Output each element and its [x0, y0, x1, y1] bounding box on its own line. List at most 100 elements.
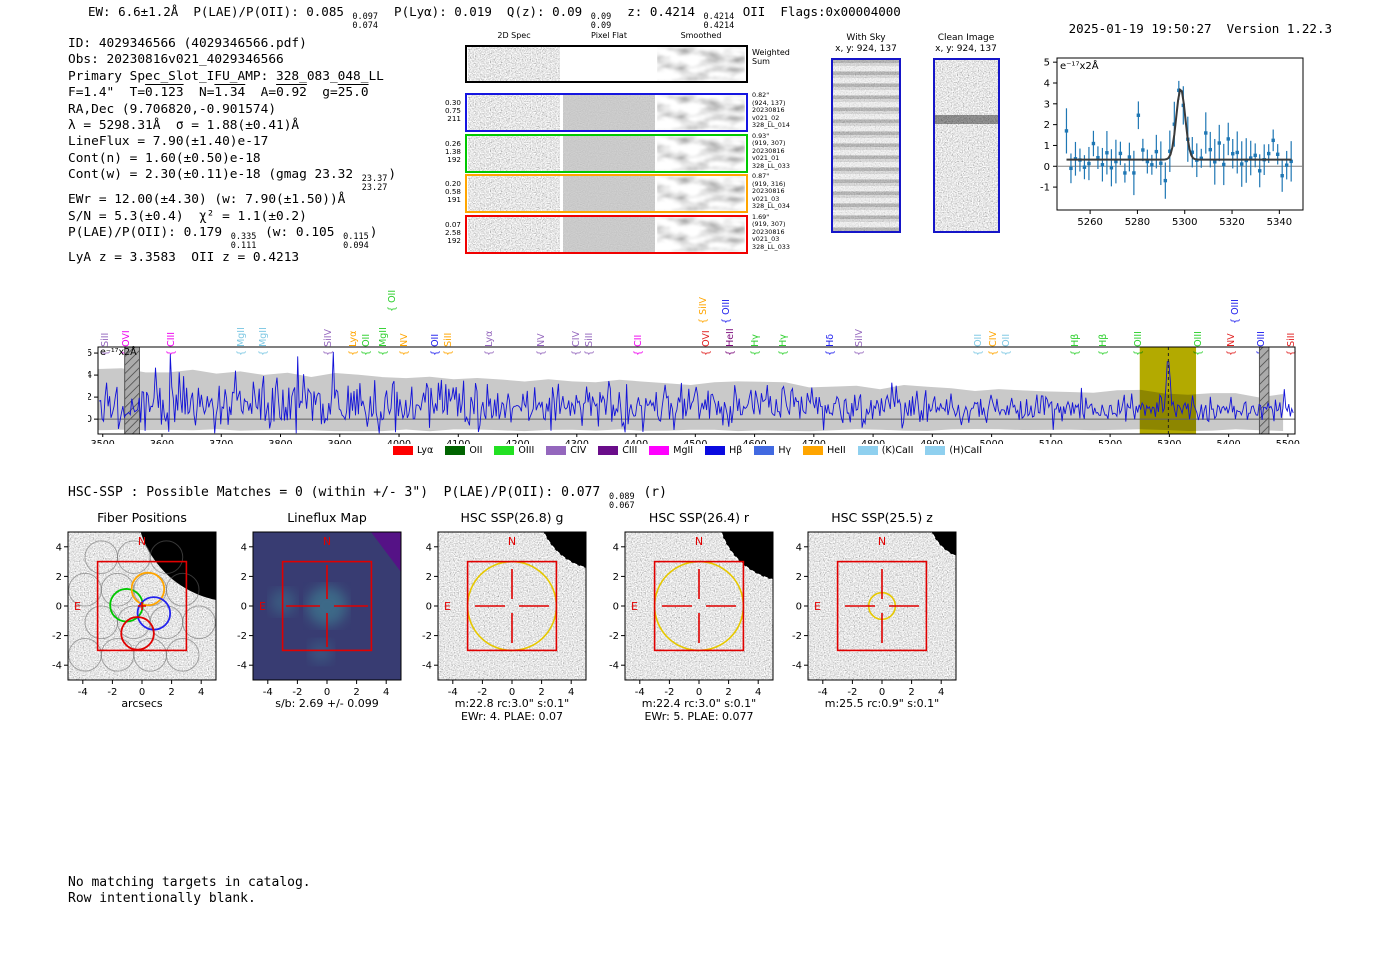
text-segment: λ = 5298.31Å σ = 1.88(±0.41)Å	[68, 118, 300, 134]
emission-line-label: { SiIV	[697, 296, 709, 324]
svg-text:4200: 4200	[505, 439, 529, 444]
legend-item: HeII	[803, 445, 846, 456]
svg-text:2: 2	[1044, 120, 1050, 131]
svg-text:4: 4	[938, 687, 944, 698]
svg-text:-4: -4	[78, 687, 88, 698]
svg-text:-2: -2	[107, 687, 117, 698]
legend-label: HeII	[827, 445, 846, 456]
text-segment: F=1.4" T=	[68, 85, 146, 101]
svg-text:3900: 3900	[328, 439, 352, 444]
header-version: Version 1.22.3	[1226, 21, 1332, 36]
svg-text:4: 4	[755, 687, 761, 698]
header-stats-line: EW: 6.6±1.2Å P(LAE)/P(OII): 0.085 0.097 0…	[88, 4, 901, 30]
svg-text:4: 4	[796, 542, 802, 553]
x-axis: -4 -2 0 2 4	[448, 680, 574, 698]
info-line: Primary Spec_Slot_IFU_AMP: 328_083_048_L…	[68, 69, 396, 85]
svg-text:5200: 5200	[1098, 439, 1122, 444]
spec2d-fiber-row	[465, 93, 748, 132]
header-right: 2025-01-19 19:50:27 Version 1.22.3	[1038, 6, 1332, 51]
text-segment: RA,Dec (9.706820,-0.901574)	[68, 101, 277, 117]
spectrum-legend: Lyα OII OIII CIV CIII MgII Hβ Hγ HeII (K)CaII (H)C…	[393, 445, 982, 456]
svg-text:-4: -4	[52, 661, 62, 672]
text-segment: EWr = 12.00(±4.30) (w: 7.90(±1.50))Å	[68, 192, 346, 208]
svg-text:0: 0	[88, 414, 92, 425]
legend-swatch	[803, 446, 824, 455]
stacked-limits: 0.115 0.094	[343, 232, 369, 251]
text-segment: P(LAE)/P(OII): 0.179	[68, 225, 230, 241]
text-segment: P(Lyα): 0.019 Q(z): 0.09	[379, 4, 590, 19]
text-segment: g=	[306, 85, 338, 101]
legend-swatch	[649, 446, 670, 455]
bright-object-mask	[543, 532, 586, 568]
svg-text:4: 4	[1044, 78, 1050, 89]
legend-swatch	[494, 446, 515, 455]
legend-swatch	[445, 446, 466, 455]
svg-text:2: 2	[613, 572, 619, 583]
text-segment: OII Flags:0x00004000	[735, 4, 901, 19]
gaussian-fit-curve	[1066, 88, 1292, 161]
legend-swatch	[857, 446, 878, 455]
info-line: Cont(w) = 2.30(±0.11)e-18 (gmag 23.32 23…	[68, 167, 396, 192]
svg-text:2: 2	[908, 687, 914, 698]
spec2d-row-right-labels: 1.69" (919, 307) 20230816 v021_03 328_LL_033	[752, 212, 790, 251]
emission-line-label: { OII	[387, 289, 399, 312]
y-axis: -4 -2 0 2 4	[609, 542, 625, 672]
compass-north-label: N	[508, 535, 516, 548]
compass-north-label: N	[878, 535, 886, 548]
info-line: P(LAE)/P(OII): 0.179 0.335 0.111 (w: 0.10…	[68, 225, 396, 250]
svg-text:4: 4	[198, 687, 204, 698]
svg-text:2: 2	[426, 572, 432, 583]
pixel-flat-blank	[563, 47, 655, 81]
svg-text:4100: 4100	[446, 439, 470, 444]
svg-text:4300: 4300	[565, 439, 589, 444]
full-spectrum-plot: 3500 3600 3700 3800 3900 4000 4100 4200 4300 4400…	[88, 346, 1300, 444]
text-segment: Primary Spec_Slot_IFU_AMP: 328_083_048_L…	[68, 68, 384, 84]
svg-text:4400: 4400	[624, 439, 648, 444]
legend-swatch	[925, 446, 946, 455]
svg-text:4600: 4600	[742, 439, 766, 444]
cutout-xlabel: m:22.4 rc:3.0" s:0.1"	[642, 697, 757, 710]
svg-text:-4: -4	[263, 687, 273, 698]
extraction-box	[466, 560, 558, 652]
legend-swatch	[393, 446, 413, 455]
emission-line-label: { OIII	[1229, 299, 1241, 324]
svg-text:4: 4	[88, 370, 92, 381]
svg-text:-2: -2	[477, 687, 487, 698]
svg-text:0: 0	[1044, 162, 1050, 173]
svg-text:4800: 4800	[861, 439, 885, 444]
compass-east-label: E	[814, 600, 821, 613]
svg-text:2: 2	[241, 572, 247, 583]
legend-label: OIII	[518, 445, 535, 456]
svg-text:5340: 5340	[1267, 217, 1292, 228]
svg-text:4700: 4700	[802, 439, 826, 444]
svg-text:6: 6	[88, 348, 92, 359]
svg-text:-4: -4	[609, 661, 619, 672]
y-axis: -4 -2 0 2 4	[422, 542, 438, 672]
legend-label: CIII	[622, 445, 638, 456]
info-line: ID: 4029346566 (4029346566.pdf)	[68, 36, 396, 52]
svg-text:-4: -4	[635, 687, 645, 698]
svg-text:-2: -2	[237, 631, 247, 642]
legend-label: (H)CaII	[949, 445, 983, 456]
x-axis: -4 -2 0 2 4	[263, 680, 389, 698]
legend-item: OIII	[494, 445, 534, 456]
svg-text:1: 1	[1044, 141, 1050, 152]
svg-text:-2: -2	[664, 687, 674, 698]
svg-text:3500: 3500	[91, 439, 115, 444]
svg-text:-2: -2	[609, 631, 619, 642]
cutout-panel-fiber: Fiber Positions N E -4 -2 0 2 4 -4 -2 0 2 4 arcsecs	[52, 510, 217, 710]
cutout-title: HSC SSP(26.4) r	[649, 510, 750, 525]
footer-note-line: Row intentionally blank.	[68, 890, 256, 906]
legend-swatch	[705, 446, 726, 455]
svg-text:4: 4	[56, 542, 62, 553]
cutout-title: Fiber Positions	[97, 510, 187, 525]
stacked-limits: 23.37 23.27	[361, 174, 388, 193]
hsc-match-line: HSC-SSP : Possible Matches = 0 (within +…	[68, 485, 667, 510]
legend-label: Hγ	[778, 445, 792, 456]
legend-item: Lyα	[393, 445, 433, 456]
svg-text:5280: 5280	[1125, 217, 1150, 228]
cutout-image	[808, 532, 956, 680]
legend-label: Hβ	[729, 445, 743, 456]
